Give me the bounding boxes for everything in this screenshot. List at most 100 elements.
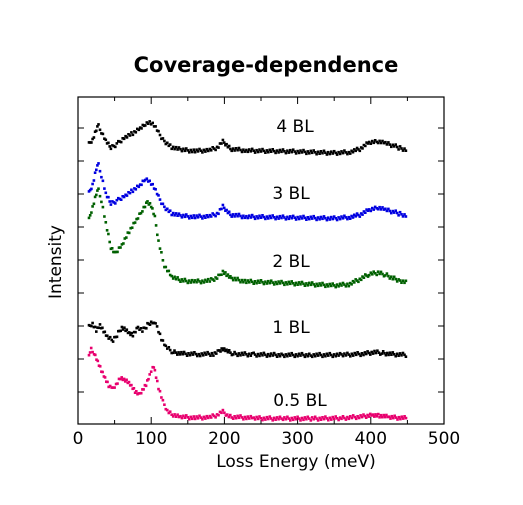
chart-title: Coverage-dependence (134, 53, 399, 77)
data-point (208, 280, 212, 283)
data-point (101, 326, 104, 330)
data-point (118, 140, 121, 143)
data-point (300, 217, 304, 220)
data-point (265, 215, 269, 218)
data-point (195, 415, 198, 418)
data-point (114, 382, 118, 386)
data-point (334, 285, 337, 289)
data-point (337, 150, 340, 154)
data-point (322, 283, 326, 287)
data-point (171, 211, 175, 215)
data-point (303, 355, 307, 359)
data-point (121, 137, 124, 140)
data-point (225, 208, 228, 212)
data-point (332, 284, 336, 287)
data-point (107, 195, 110, 199)
data-point (289, 282, 292, 286)
data-point (110, 386, 113, 389)
data-point (327, 418, 330, 422)
data-point (289, 148, 292, 152)
data-point (370, 414, 373, 417)
data-point (243, 216, 247, 220)
data-point (302, 282, 305, 286)
data-point (209, 354, 212, 357)
data-point (258, 214, 261, 218)
data-point (128, 134, 132, 137)
data-point (377, 412, 380, 416)
data-point (337, 418, 340, 422)
data-point (374, 413, 377, 416)
data-point (347, 284, 351, 288)
data-point (340, 284, 343, 287)
data-point (243, 351, 247, 354)
x-axis-label: Loss Energy (meV) (216, 452, 376, 472)
data-point (158, 198, 162, 201)
data-point (262, 351, 266, 355)
data-point (114, 202, 117, 205)
data-point (212, 279, 216, 282)
data-point (146, 200, 149, 203)
data-point (202, 281, 206, 284)
data-point (215, 211, 219, 215)
data-point (161, 137, 165, 140)
data-point (157, 194, 160, 197)
data-point (309, 419, 313, 422)
data-point (387, 141, 390, 144)
data-point (299, 215, 302, 218)
data-point (167, 346, 171, 349)
data-point (239, 354, 242, 357)
data-point (384, 274, 387, 277)
data-point (119, 140, 123, 144)
data-point (302, 148, 305, 152)
data-point (308, 281, 311, 285)
data-point (385, 413, 388, 417)
data-point (163, 205, 166, 209)
data-point (392, 416, 395, 420)
data-point (387, 207, 390, 211)
data-point (224, 414, 228, 417)
data-point (125, 328, 129, 331)
data-point (281, 281, 285, 285)
data-point (366, 413, 369, 417)
data-point (294, 218, 298, 221)
data-point (382, 141, 386, 145)
data-point (398, 210, 402, 214)
data-point (221, 348, 225, 352)
data-point (227, 349, 231, 352)
data-point (242, 280, 245, 284)
data-point (331, 217, 334, 221)
data-point (130, 383, 133, 387)
data-point (351, 216, 355, 219)
data-point (236, 148, 239, 152)
data-point (337, 285, 340, 288)
data-point (354, 417, 358, 421)
data-point (265, 355, 269, 358)
data-point (367, 351, 371, 355)
data-point (119, 198, 123, 201)
data-point (283, 355, 286, 359)
data-point (290, 150, 293, 154)
data-point (158, 389, 162, 393)
data-point (303, 216, 307, 220)
data-point (275, 282, 279, 286)
data-point (283, 150, 286, 153)
data-point (127, 191, 130, 194)
data-point (192, 148, 195, 151)
data-point (101, 179, 105, 183)
data-point (234, 352, 238, 356)
data-point (183, 215, 187, 219)
data-point (242, 353, 245, 357)
data-point (120, 376, 123, 379)
data-point (398, 279, 402, 282)
data-point (294, 417, 298, 421)
series-labels: 4 BL 3 BL 2 BL 1 BL 0.5 BL (272, 117, 327, 411)
data-point (98, 323, 102, 326)
data-point (163, 343, 166, 347)
data-point (133, 391, 137, 394)
data-point (310, 151, 314, 155)
data-point (226, 273, 230, 276)
data-point (344, 151, 348, 154)
data-point (341, 415, 345, 418)
data-point (127, 133, 130, 136)
data-point (207, 149, 210, 153)
